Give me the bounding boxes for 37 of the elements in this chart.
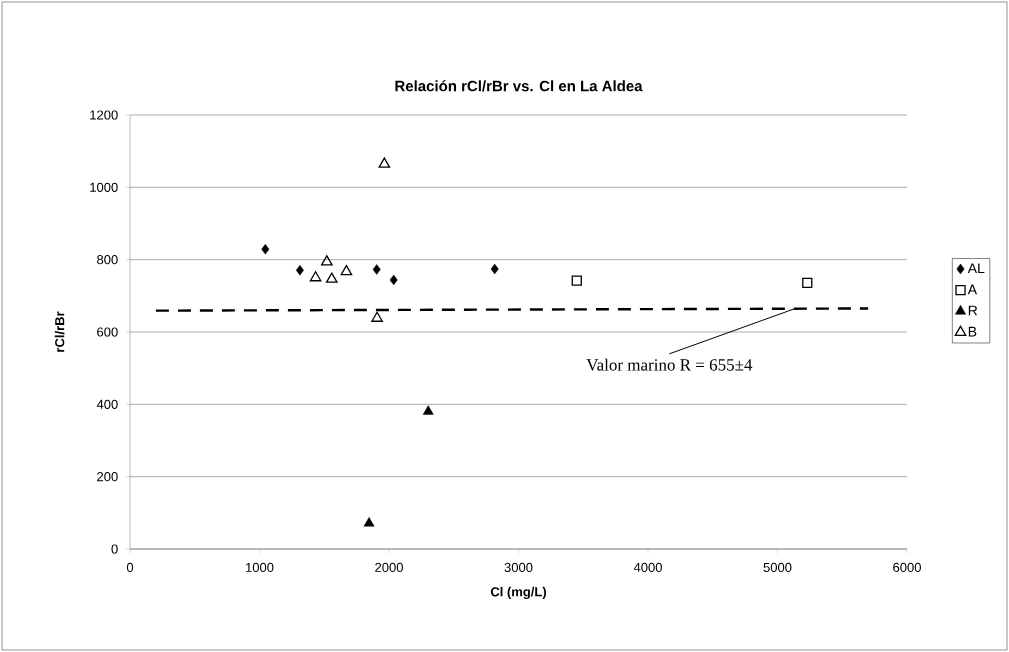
annotation: Valor marino R = 655±4 xyxy=(586,358,753,371)
x-tick-label: 2000 xyxy=(375,562,403,572)
point xyxy=(363,517,375,527)
x-axis-title: Cl (mg/L) xyxy=(490,586,547,600)
legend-label: R xyxy=(968,305,978,316)
point xyxy=(321,255,333,266)
legend-label: B xyxy=(968,326,977,337)
y-tick-label: 600 xyxy=(97,327,118,337)
y-tick-label: 0 xyxy=(111,544,118,554)
point xyxy=(378,157,391,168)
y-axis-title: rCl/rBr xyxy=(54,311,65,352)
chart-title: Relación rCl/rBr vs. Cl en La Aldea xyxy=(395,80,643,92)
point xyxy=(802,277,813,288)
y-tick-label: 800 xyxy=(97,255,118,265)
point xyxy=(571,275,582,286)
point xyxy=(340,264,353,276)
point xyxy=(295,264,304,276)
point xyxy=(309,271,322,282)
x-tick-label: 5000 xyxy=(763,562,792,572)
x-tick-label: 0 xyxy=(126,562,134,572)
point xyxy=(261,243,270,255)
x-tick-label: 4000 xyxy=(633,562,662,572)
x-tick-label: 3000 xyxy=(504,562,533,572)
point xyxy=(371,311,383,322)
point xyxy=(490,263,499,275)
point xyxy=(325,272,338,283)
legend-label: AL xyxy=(967,263,985,274)
y-tick-label: 1200 xyxy=(90,110,118,120)
y-tick-label: 200 xyxy=(97,472,118,482)
point xyxy=(372,264,381,275)
x-tick-label: 6000 xyxy=(893,562,921,572)
point xyxy=(389,274,398,286)
legend-label: A xyxy=(967,284,978,295)
point xyxy=(422,405,434,415)
y-tick-label: 1000 xyxy=(90,182,118,192)
y-tick-label: 400 xyxy=(96,399,118,409)
x-tick-label: 1000 xyxy=(246,562,274,572)
